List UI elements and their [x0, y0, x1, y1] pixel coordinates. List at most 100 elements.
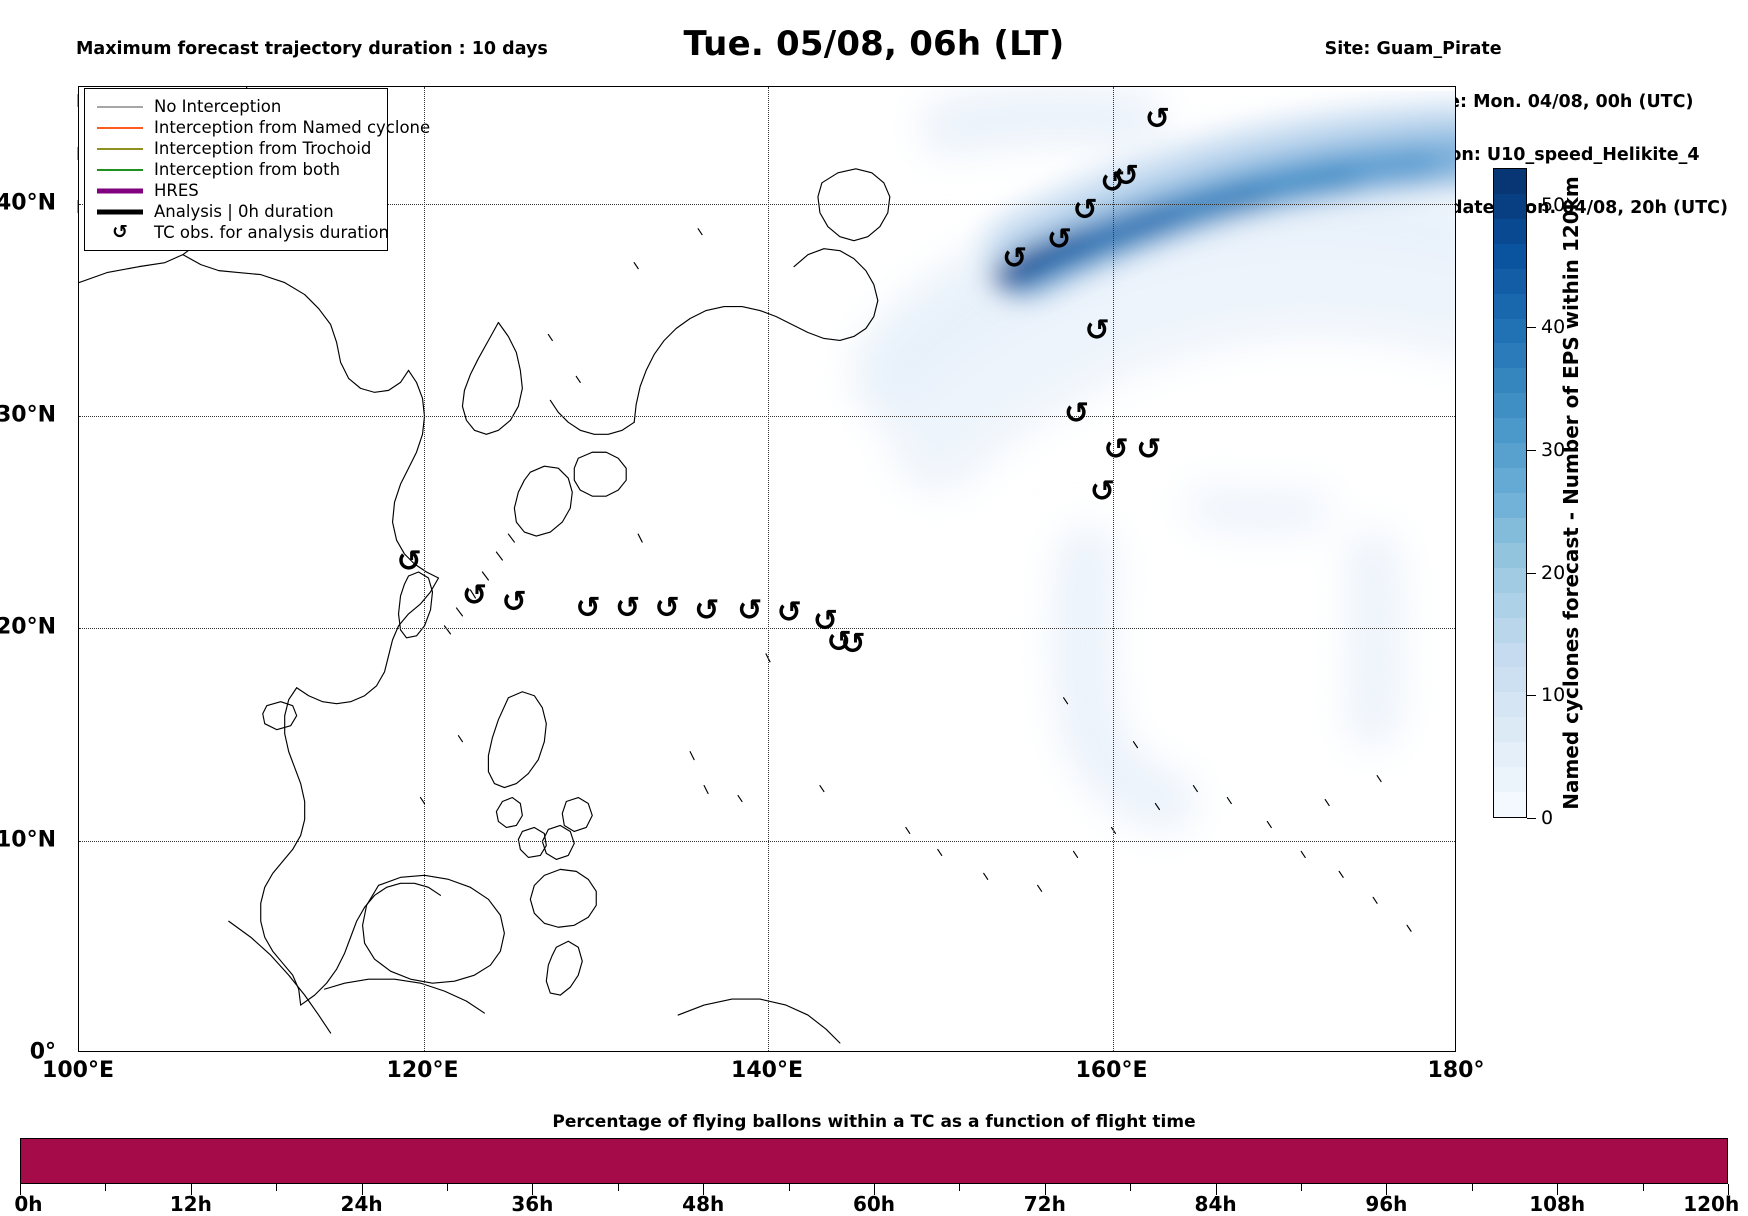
- timeline-tick: [190, 1184, 192, 1195]
- timeline-tick: [1642, 1184, 1644, 1191]
- legend-item-no-interception[interactable]: No Interception: [94, 96, 377, 117]
- colorbar-tick-label: 50: [1541, 193, 1566, 216]
- longitude-gridline: [423, 87, 425, 1051]
- timeline-tick: [447, 1184, 448, 1191]
- colorbar-tick-label: 0: [1541, 807, 1554, 829]
- longitude-gridline: [768, 87, 769, 1051]
- colorbar-step: [1494, 717, 1526, 743]
- longitude-tick-label: 100°E: [42, 1058, 114, 1083]
- colorbar-tick: [1527, 695, 1536, 697]
- longitude-tick-label: 160°E: [1075, 1058, 1148, 1083]
- timeline-tick-label: 12h: [169, 1192, 212, 1216]
- timeline-tick: [788, 1184, 790, 1191]
- colorbar-step: [1494, 443, 1526, 469]
- latitude-tick-label: 0°: [29, 1039, 56, 1065]
- longitude-tick-label: 140°E: [731, 1058, 803, 1083]
- tc-observation-layer: ↺↺↺↺↺↺↺↺↺ ↺↺↺↺ ↺ ↺ ↺ ↺ ↺ ↺ ↺ ↺↺↺: [397, 101, 1170, 662]
- timeline-tick-label: 84h: [1194, 1192, 1237, 1216]
- timeline-tick-label: 60h: [852, 1192, 896, 1216]
- legend-item-hres[interactable]: HRES: [94, 180, 377, 201]
- longitude-tick-label: 180°: [1427, 1058, 1485, 1083]
- latitude-gridline: [79, 628, 1455, 630]
- timeline-tick: [1044, 1184, 1046, 1195]
- colorbar-step: [1494, 293, 1526, 319]
- tc-observation-marker: ↺: [827, 625, 852, 660]
- timeline-tick: [959, 1184, 961, 1191]
- tc-observation-marker: ↺: [840, 627, 865, 662]
- colorbar-tick-label: 30: [1541, 439, 1566, 462]
- page-title: Tue. 05/08, 06h (LT): [683, 24, 1065, 64]
- legend-item-both[interactable]: Interception from both: [94, 159, 377, 180]
- tc-observation-marker: ↺: [1104, 432, 1129, 467]
- colorbar-tick: [1527, 204, 1536, 206]
- timeline-tick: [1301, 1184, 1302, 1191]
- legend-label: Analysis | 0h duration: [154, 202, 334, 221]
- latitude-tick-label: 10°N: [0, 827, 56, 853]
- colorbar[interactable]: 0 10 20 30 40 50: [1493, 168, 1565, 829]
- param-line: Maximum forecast trajectory duration : 1…: [76, 39, 548, 60]
- legend-item-named-cyclone[interactable]: Interception from Named cyclone: [94, 117, 430, 138]
- timeline-tick: [1215, 1184, 1217, 1195]
- legend-label: Interception from Named cyclone: [154, 118, 431, 137]
- tc-observation-marker: ↺: [502, 584, 527, 619]
- tc-observation-marker: ↺: [1090, 474, 1115, 509]
- tc-observation-marker: ↺: [694, 593, 719, 628]
- timeline-tick: [361, 1184, 363, 1195]
- colorbar-step: [1494, 468, 1526, 493]
- colorbar-step: [1494, 742, 1526, 768]
- colorbar-gradient: [1493, 168, 1527, 818]
- timeline-tick-label: 108h: [1529, 1192, 1586, 1216]
- legend-item-trochoid[interactable]: Interception from Trochoid: [94, 138, 377, 159]
- legend-line-swatch: [94, 144, 146, 154]
- timeline-tick: [703, 1184, 705, 1195]
- colorbar-step: [1494, 542, 1526, 568]
- colorbar-step: [1494, 343, 1526, 369]
- colorbar-axis-label: Named cyclones forecast - Number of EPS …: [1559, 176, 1584, 810]
- colorbar-step: [1494, 393, 1526, 419]
- colorbar-step: [1494, 792, 1526, 817]
- colorbar-step: [1494, 368, 1526, 394]
- timeline-tick: [276, 1184, 278, 1191]
- colorbar-tick: [1527, 327, 1536, 329]
- colorbar-tick-label: 10: [1541, 684, 1566, 707]
- colorbar-step: [1494, 767, 1526, 793]
- longitude-tick-label: 120°E: [386, 1058, 459, 1083]
- timeline-tick-label: 48h: [682, 1192, 725, 1216]
- latitude-gridline: [79, 416, 1455, 418]
- legend-line-swatch: [94, 186, 146, 196]
- tc-observation-marker: ↺: [737, 593, 762, 628]
- colorbar-step: [1494, 692, 1526, 718]
- colorbar-step: [1494, 193, 1526, 219]
- legend-line-swatch: [94, 123, 146, 133]
- legend-item-tc-observation[interactable]: ↺ TC obs. for analysis duration: [94, 222, 389, 243]
- timeline-tick: [617, 1184, 619, 1191]
- map-legend: No Interception Interception from Named …: [84, 88, 430, 251]
- metadata-line: Site: Guam_Pirate: [1324, 39, 1502, 60]
- colorbar-step: [1494, 169, 1526, 194]
- colorbar-step: [1494, 517, 1526, 543]
- timeline-tick: [1557, 1184, 1559, 1195]
- tc-observation-marker: ↺: [1145, 101, 1170, 136]
- tc-observation-marker: ↺: [615, 591, 640, 626]
- legend-line-swatch: [94, 102, 146, 112]
- colorbar-tick-label: 40: [1541, 316, 1566, 339]
- colorbar-step: [1494, 567, 1526, 593]
- legend-label: TC obs. for analysis duration: [154, 223, 389, 242]
- legend-item-analysis[interactable]: Analysis | 0h duration: [94, 201, 377, 222]
- tc-observation-marker: ↺: [1073, 192, 1098, 227]
- colorbar-step: [1494, 592, 1526, 618]
- colorbar-tick: [1527, 450, 1536, 452]
- legend-line-swatch: [94, 207, 146, 217]
- timeline-tick: [1386, 1184, 1388, 1195]
- colorbar-step: [1494, 268, 1526, 294]
- colorbar-step: [1494, 492, 1526, 518]
- latitude-tick-label: 20°N: [0, 614, 56, 640]
- tc-observation-marker: ↺: [462, 578, 487, 613]
- colorbar-step: [1494, 218, 1526, 244]
- colorbar-step: [1494, 318, 1526, 344]
- timeline-tick-label: 72h: [1023, 1192, 1066, 1216]
- tc-observation-marker: ↺: [1047, 222, 1072, 257]
- coastline-layer: [79, 87, 1412, 1044]
- flight-time-bar[interactable]: [20, 1138, 1728, 1184]
- tc-observation-marker: ↺: [397, 544, 422, 579]
